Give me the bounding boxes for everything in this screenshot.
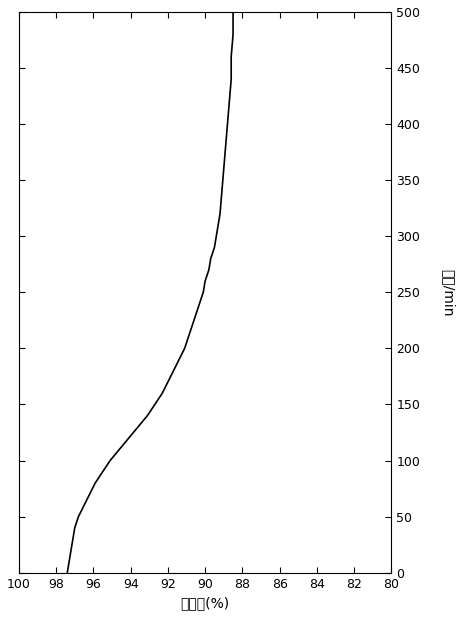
Y-axis label: 时间/min: 时间/min <box>441 268 455 316</box>
X-axis label: 脱汞率(%): 脱汞率(%) <box>181 596 230 610</box>
